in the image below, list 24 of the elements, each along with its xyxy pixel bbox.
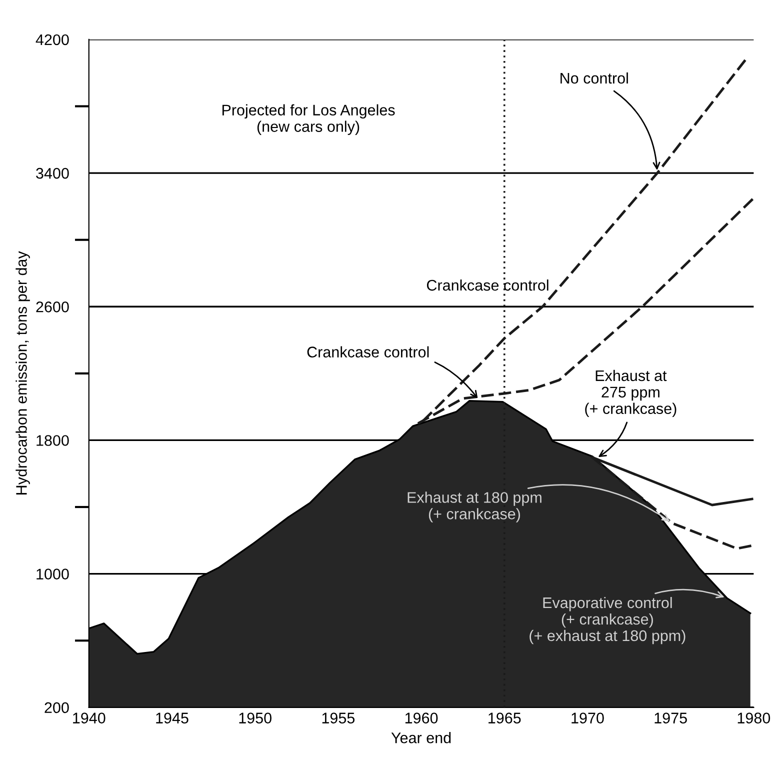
x-tick-label: 1965 bbox=[488, 712, 521, 724]
x-tick-label: 1940 bbox=[73, 712, 106, 724]
x-tick-label: 1960 bbox=[405, 712, 438, 724]
x-tick-label: 1970 bbox=[572, 712, 604, 724]
x-tick-label: 1980 bbox=[738, 712, 770, 724]
y-tick-label: 2600 bbox=[36, 302, 69, 312]
x-tick-label: 1945 bbox=[156, 712, 188, 724]
annotation: Exhaust at 275 ppm (+ crankcase) bbox=[585, 370, 676, 418]
y-tick-label: 200 bbox=[44, 702, 69, 714]
annotation: No control bbox=[560, 72, 628, 84]
x-tick-label: 1955 bbox=[322, 712, 355, 724]
x-axis-title: Year end bbox=[391, 732, 451, 744]
annotation: Projected for Los Angeles (new cars only) bbox=[222, 104, 395, 135]
y-tick-label: 1000 bbox=[36, 568, 69, 580]
annotation: Exhaust at 180 ppm (+ crankcase) bbox=[408, 492, 542, 522]
annotation: Evaporative control (+ crankcase) (+ exhaust at 180 ppm) bbox=[530, 596, 686, 644]
y-axis-title: Hydrocarbon emission, tons per day bbox=[16, 251, 30, 494]
annotation: Crankcase control bbox=[426, 279, 548, 291]
x-tick-label: 1950 bbox=[239, 712, 272, 724]
y-tick-label: 3400 bbox=[36, 168, 69, 179]
x-tick-label: 1975 bbox=[654, 712, 687, 724]
y-tick-label: 4200 bbox=[36, 34, 69, 46]
annotation: Crankcase control bbox=[307, 346, 429, 358]
y-tick-label: 1800 bbox=[36, 435, 69, 446]
